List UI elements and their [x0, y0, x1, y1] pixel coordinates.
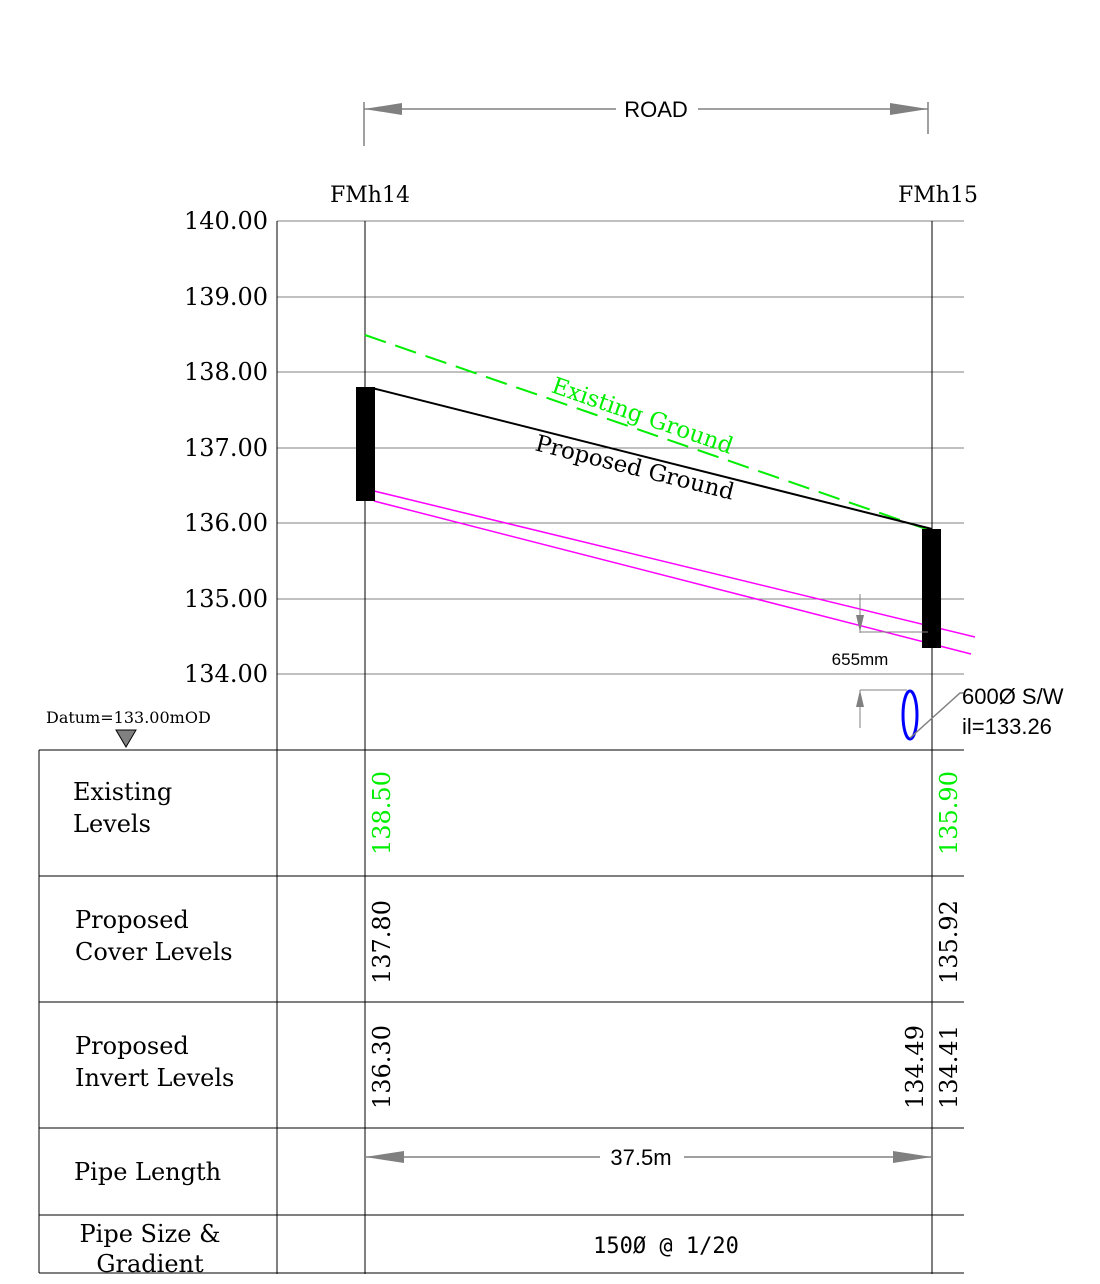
- invert-level-fmh15-in: 134.49: [901, 1025, 929, 1109]
- crossing-pipe-leader: [909, 692, 964, 739]
- level-tick-label: 138.00: [184, 358, 268, 386]
- pipe-length-dimension: [365, 1151, 932, 1163]
- clearance-dimension: [856, 594, 928, 728]
- data-table-grid: [38, 749, 964, 1274]
- datum-triangle-icon: [115, 729, 137, 748]
- pipe-soffit-line: [373, 490, 976, 638]
- crossing-pipe-size: 600Ø S/W: [962, 684, 1064, 709]
- row-label-existing-levels-line2: Levels: [73, 810, 151, 838]
- manhole-label-fmh15: FMh15: [898, 183, 978, 208]
- row-label-invert-levels-line1: Proposed: [75, 1032, 189, 1060]
- proposed-ground-line: [371, 387, 933, 530]
- level-tick-label: 140.00: [184, 207, 268, 235]
- level-tick-label: 135.00: [184, 585, 268, 613]
- invert-level-fmh15-out: 134.41: [935, 1025, 963, 1109]
- level-tick-label: 134.00: [184, 660, 268, 688]
- row-label-existing-levels-line1: Existing: [73, 778, 172, 806]
- datum-label: Datum=133.00mOD: [46, 708, 211, 727]
- row-label-invert-levels-line2: Invert Levels: [75, 1064, 234, 1092]
- pipe-invert-line: [373, 500, 972, 655]
- invert-level-fmh14: 136.30: [368, 1025, 396, 1109]
- cover-level-fmh14: 137.80: [368, 900, 396, 984]
- level-grid: [277, 220, 964, 675]
- existing-level-fmh15: 135.90: [935, 771, 963, 855]
- cover-level-fmh15: 135.92: [935, 900, 963, 984]
- level-tick-label: 136.00: [184, 509, 268, 537]
- row-label-cover-levels-line2: Cover Levels: [75, 938, 233, 966]
- road-dimension: [363, 102, 929, 146]
- pipe-size-gradient-value: 150Ø @ 1/20: [593, 1234, 739, 1259]
- existing-level-fmh14: 138.50: [368, 771, 396, 855]
- crossing-pipe-invert: il=133.26: [962, 714, 1052, 739]
- level-tick-label: 139.00: [184, 283, 268, 311]
- pipe-length-value: 37.5m: [610, 1145, 671, 1170]
- row-label-pipe-size-line1: Pipe Size &: [80, 1220, 221, 1248]
- level-tick-label: 137.00: [184, 434, 268, 462]
- manhole-label-fmh14: FMh14: [330, 183, 410, 208]
- manhole-chamber-fmh15: [922, 529, 941, 648]
- level-tick-labels: 140.00 139.00 138.00 137.00 136.00 135.0…: [184, 207, 268, 688]
- row-label-pipe-length: Pipe Length: [74, 1158, 221, 1186]
- row-label-pipe-size-line2: Gradient: [96, 1250, 204, 1278]
- crossing-pipe-icon: [901, 689, 919, 741]
- manhole-chamber-fmh14: [356, 387, 375, 501]
- existing-ground-line: [364, 334, 933, 532]
- row-label-cover-levels-line1: Proposed: [75, 906, 189, 934]
- clearance-label: 655mm: [832, 650, 889, 669]
- road-label: ROAD: [624, 97, 688, 122]
